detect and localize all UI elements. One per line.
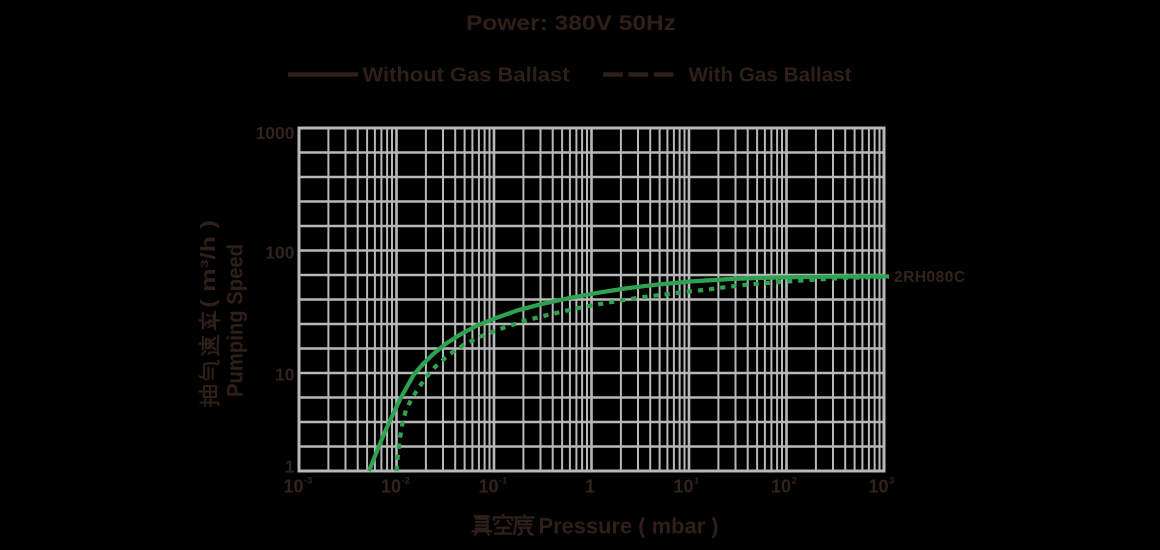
svg-text:Pressure ( mbar ): Pressure ( mbar ) [539,514,719,539]
svg-text:( m³/h ): ( m³/h ) [198,220,220,308]
svg-text:3: 3 [889,476,894,487]
svg-text:-1: -1 [499,476,508,487]
svg-text:-3: -3 [304,476,312,487]
svg-text:1: 1 [585,477,595,497]
svg-text:10: 10 [673,477,693,497]
svg-text:2RH080C: 2RH080C [894,269,966,286]
svg-text:10: 10 [868,477,888,497]
svg-text:Pumping Speed: Pumping Speed [223,244,248,397]
svg-text:1: 1 [694,476,700,487]
svg-text:100: 100 [265,243,294,263]
svg-text:-2: -2 [402,476,410,487]
svg-text:10: 10 [283,477,303,497]
svg-text:Without Gas Ballast: Without Gas Ballast [363,64,570,87]
svg-text:2: 2 [792,476,797,487]
svg-text:Power: 380V 50Hz: Power: 380V 50Hz [466,11,676,35]
svg-text:10: 10 [275,365,295,385]
svg-text:1000: 1000 [256,123,295,143]
svg-text:With Gas Ballast: With Gas Ballast [689,64,852,87]
svg-text:10: 10 [478,477,498,497]
svg-text:10: 10 [381,477,401,497]
svg-text:10: 10 [771,477,791,497]
svg-text:1: 1 [285,457,295,477]
